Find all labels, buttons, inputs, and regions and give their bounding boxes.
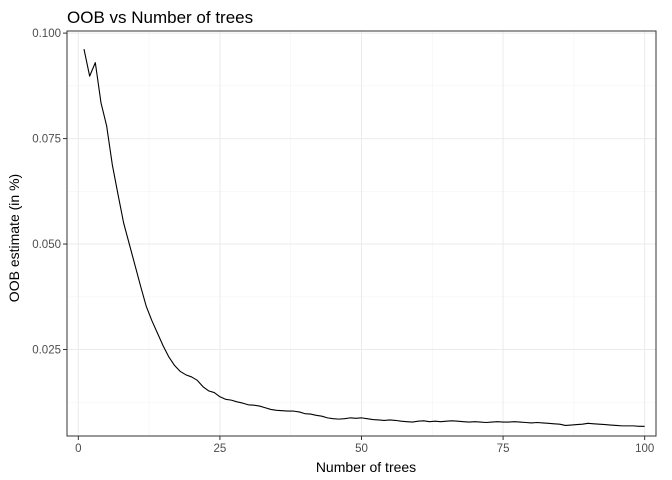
y-tick-label: 0.100 (32, 28, 61, 40)
x-tick-label: 50 (355, 443, 368, 455)
y-tick-label: 0.075 (32, 134, 61, 146)
x-tick-label: 0 (75, 443, 81, 455)
grid-lines (67, 31, 656, 436)
y-axis-title: OOB estimate (in %) (6, 174, 22, 302)
axis-ticks: 0 25 50 75 100 0.025 0.050 0.075 0.100 (32, 28, 654, 455)
series-group (83, 49, 645, 427)
series-line (83, 49, 645, 427)
chart-title: OOB vs Number of trees (67, 8, 253, 27)
x-tick-label: 75 (497, 443, 510, 455)
x-tick-label: 100 (635, 443, 654, 455)
x-tick-label: 25 (214, 443, 227, 455)
x-axis-title: Number of trees (316, 459, 416, 475)
y-tick-label: 0.025 (32, 345, 61, 357)
y-tick-label: 0.050 (32, 239, 61, 251)
